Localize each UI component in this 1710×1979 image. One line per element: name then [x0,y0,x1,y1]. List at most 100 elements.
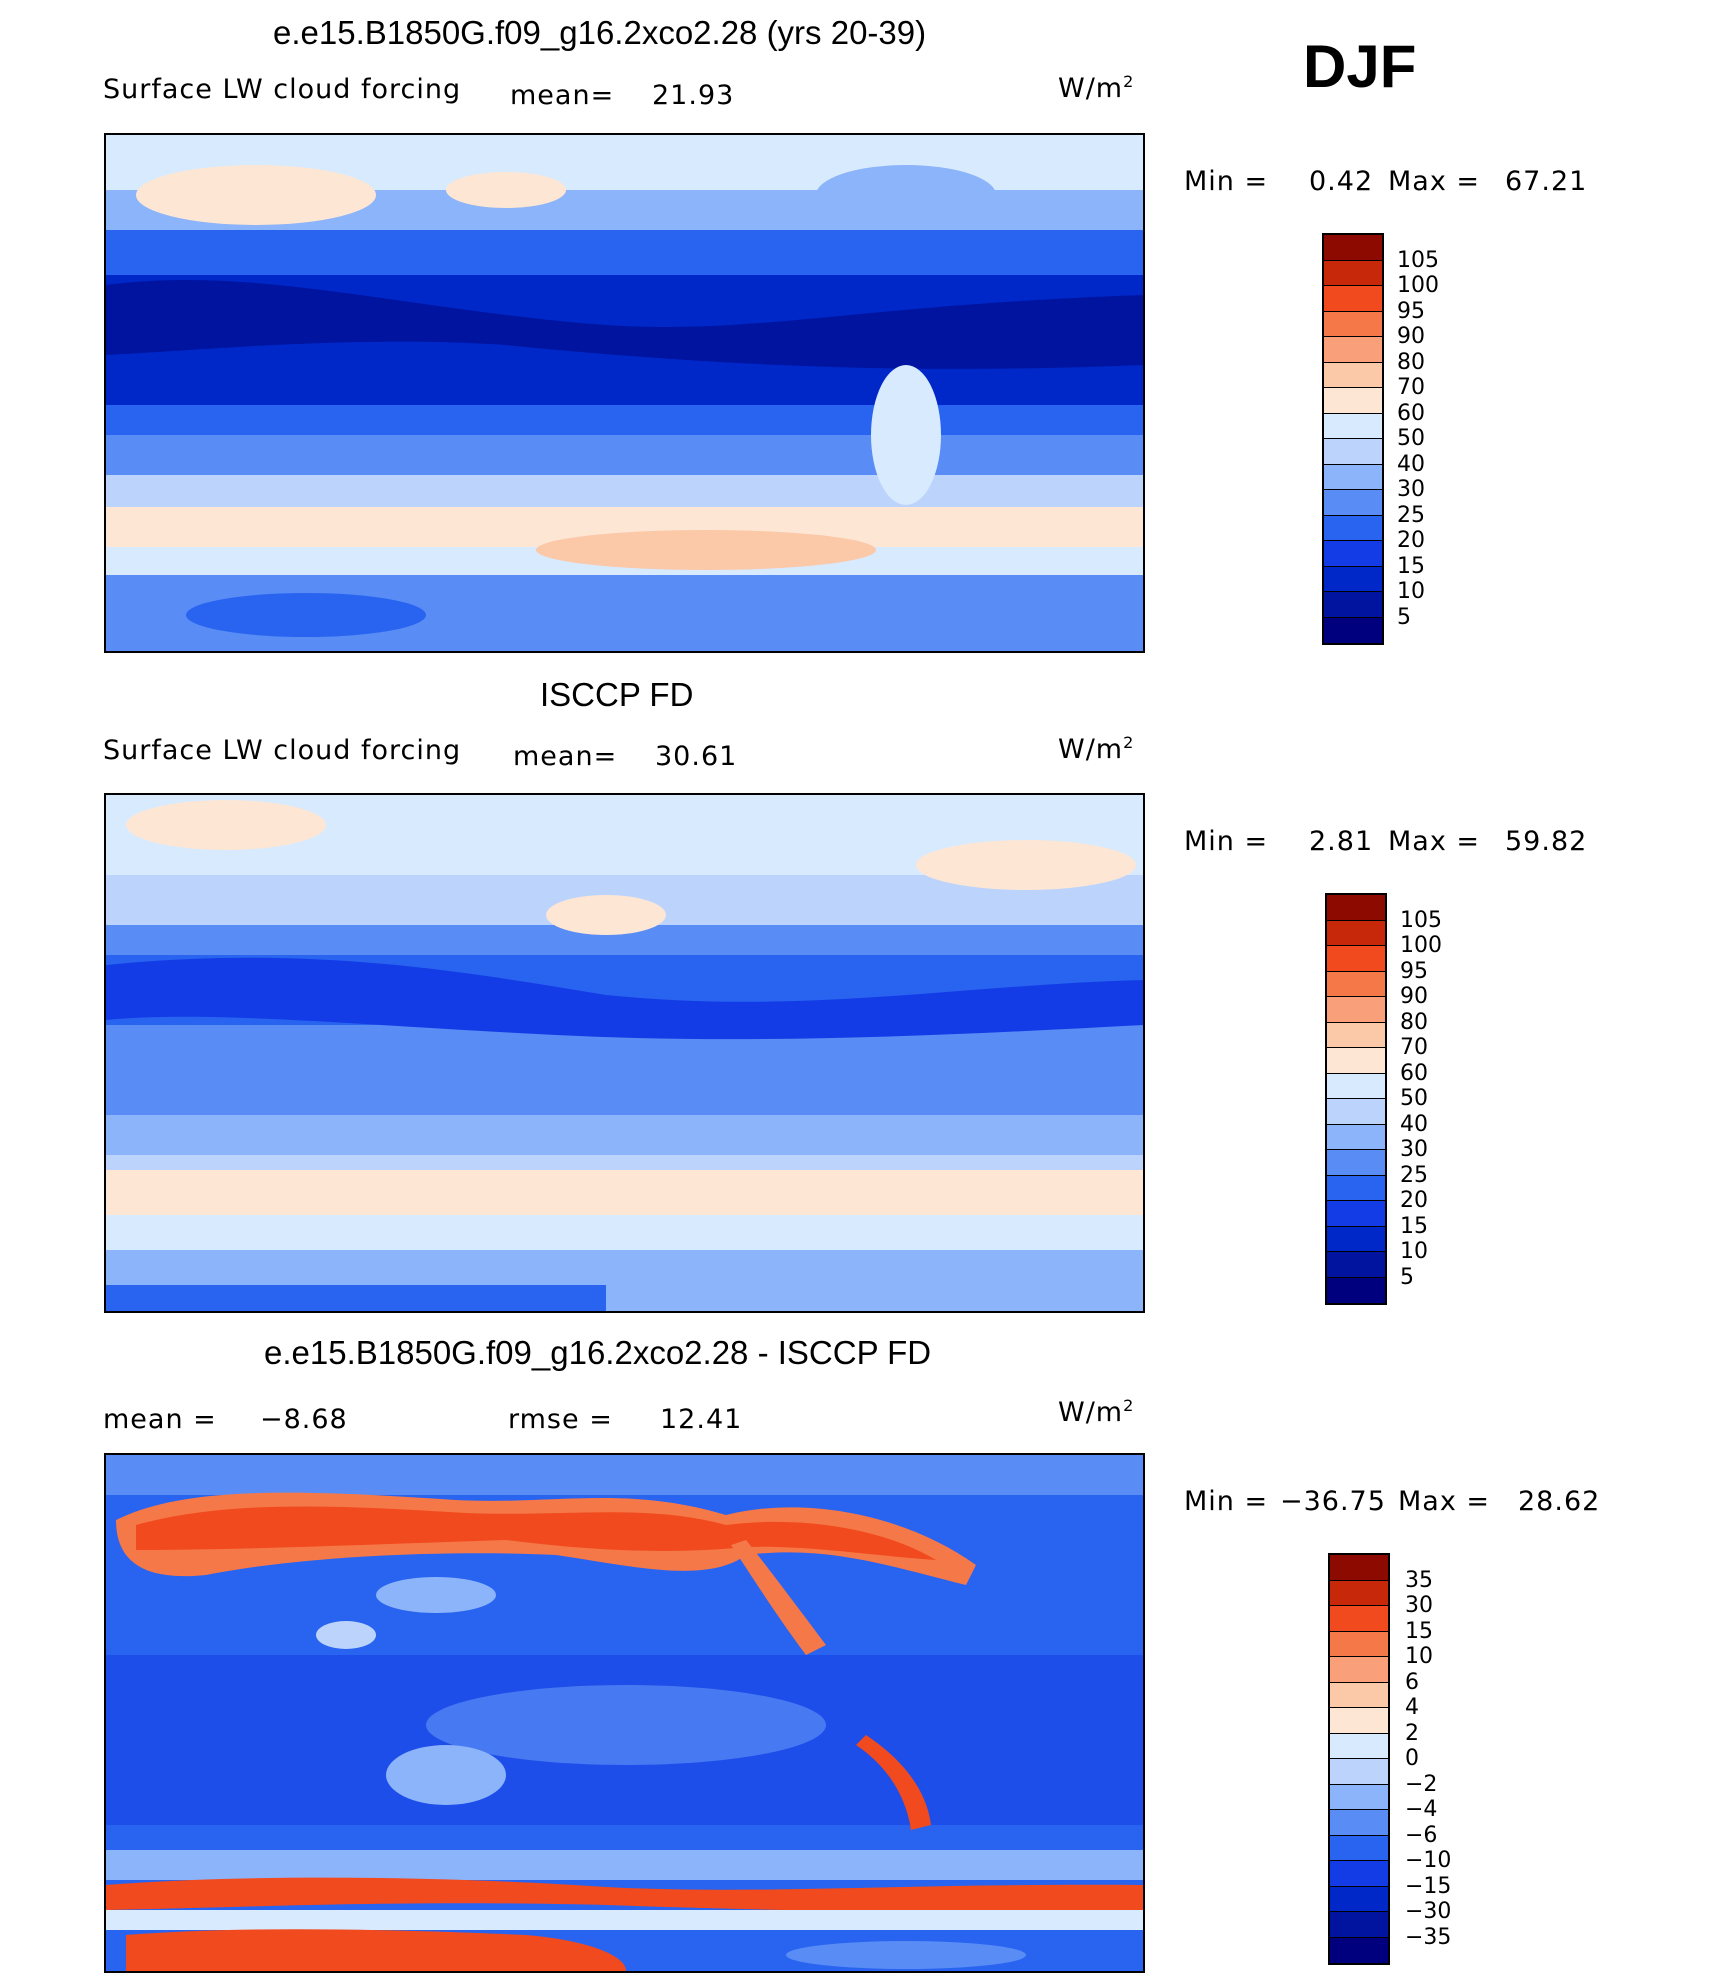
colorbar-segment [1330,1759,1388,1785]
colorbar-tick-label: 10 [1405,1644,1433,1669]
panel2-min-label: Min = [1184,826,1269,857]
colorbar-segment [1327,997,1385,1023]
colorbar-segment [1324,235,1382,261]
colorbar-segment [1324,413,1382,439]
colorbar-segment [1330,1912,1388,1938]
colorbar-segment [1330,1657,1388,1683]
colorbar-tick-label: −15 [1405,1873,1452,1899]
colorbar-segment [1330,1631,1388,1657]
colorbar-segment [1327,1150,1385,1176]
colorbar-segment [1330,1810,1388,1836]
colorbar-tick-label: 25 [1397,502,1425,528]
panel1-max-label: Max = [1388,166,1481,197]
panel3-rmse-value: 12.41 [660,1404,743,1435]
colorbar-segment [1327,946,1385,972]
panel2-max-label: Max = [1388,826,1481,857]
colorbar-tick-label: 10 [1400,1239,1428,1264]
colorbar-segment [1330,1784,1388,1810]
colorbar-tick-label: 95 [1400,958,1428,984]
panel2-colorbar [1325,893,1387,1305]
colorbar-tick-label: 95 [1397,298,1425,324]
colorbar-tick-label: −6 [1405,1822,1438,1848]
panel3-max-value: 28.62 [1518,1486,1601,1517]
colorbar-segment [1330,1580,1388,1606]
colorbar-segment [1324,464,1382,490]
colorbar-tick-label: 105 [1397,247,1439,273]
colorbar-tick-label: −30 [1405,1899,1452,1924]
panel3-min-label: Min = [1184,1486,1269,1517]
colorbar-tick-label: 70 [1400,1035,1428,1060]
colorbar-tick-label: 50 [1400,1086,1428,1111]
colorbar-tick-label: 50 [1397,426,1425,451]
panel1-mean-label: mean= [510,80,615,111]
panel3-max-label: Max = [1398,1486,1491,1517]
colorbar-segment [1324,490,1382,516]
panel1-units: W/m2 [1058,72,1135,104]
colorbar-segment [1327,1201,1385,1227]
colorbar-tick-label: 30 [1397,477,1425,502]
panel3-field [106,1455,1143,1971]
colorbar-tick-label: 6 [1405,1669,1419,1695]
season-label: DJF [1303,33,1417,100]
panel3-title: e.e15.B1850G.f09_g16.2xco2.28 - ISCCP FD [264,1334,932,1371]
colorbar-segment [1324,388,1382,414]
colorbar-tick-label: 4 [1405,1695,1419,1720]
colorbar-tick-label: −2 [1405,1771,1438,1797]
colorbar-tick-label: 20 [1400,1188,1428,1213]
panel2-min-value: 2.81 [1309,826,1374,857]
colorbar-tick-label: 15 [1400,1213,1428,1239]
colorbar-segment [1327,1252,1385,1278]
panel3-min-value: −36.75 [1280,1486,1386,1517]
colorbar-tick-label: 80 [1400,1009,1428,1035]
colorbar-segment [1324,515,1382,541]
colorbar-segment [1327,1226,1385,1252]
colorbar-segment [1330,1682,1388,1708]
colorbar-tick-label: 5 [1397,604,1411,630]
panel1-map [104,133,1145,653]
colorbar-tick-label: 100 [1400,933,1442,958]
colorbar-segment [1330,1886,1388,1912]
panel1-variable-label: Surface LW cloud forcing [103,74,462,105]
colorbar-tick-label: 70 [1397,375,1425,400]
colorbar-tick-label: 40 [1400,1111,1428,1137]
colorbar-segment [1330,1861,1388,1887]
colorbar-segment [1330,1733,1388,1759]
colorbar-segment [1327,1073,1385,1099]
colorbar-segment [1327,895,1385,921]
colorbar-segment [1327,1099,1385,1125]
panel2-units: W/m2 [1058,733,1135,765]
panel3-rmse-label: rmse = [508,1404,613,1435]
colorbar-tick-label: 40 [1397,451,1425,477]
panel2-variable-label: Surface LW cloud forcing [103,735,462,766]
panel3-map [104,1453,1145,1973]
colorbar-tick-label: 90 [1400,984,1428,1009]
colorbar-tick-label: 25 [1400,1162,1428,1188]
colorbar-tick-label: −4 [1405,1797,1438,1822]
colorbar-tick-label: −10 [1405,1848,1452,1873]
panel2-mean-value: 30.61 [655,741,738,772]
panel1-colorbar [1322,233,1384,645]
colorbar-tick-label: 15 [1397,553,1425,579]
colorbar-segment [1330,1606,1388,1632]
colorbar-segment [1330,1555,1388,1581]
colorbar-tick-label: 15 [1405,1618,1433,1644]
colorbar-tick-label: 10 [1397,579,1425,604]
colorbar-segment [1327,1277,1385,1303]
colorbar-tick-label: 35 [1405,1567,1433,1593]
colorbar-tick-label: 60 [1400,1060,1428,1086]
colorbar-segment [1327,1048,1385,1074]
colorbar-tick-label: 20 [1397,528,1425,553]
colorbar-tick-label: 5 [1400,1264,1414,1290]
colorbar-segment [1324,566,1382,592]
colorbar-segment [1327,920,1385,946]
colorbar-tick-label: −35 [1405,1924,1452,1950]
colorbar-tick-label: 90 [1397,324,1425,349]
colorbar-tick-label: 80 [1397,349,1425,375]
colorbar-segment [1324,260,1382,286]
colorbar-segment [1324,592,1382,618]
panel2-map [104,793,1145,1313]
colorbar-tick-label: 0 [1405,1746,1419,1771]
colorbar-segment [1327,971,1385,997]
panel1-field [106,135,1143,651]
panel2-title: ISCCP FD [540,676,694,713]
